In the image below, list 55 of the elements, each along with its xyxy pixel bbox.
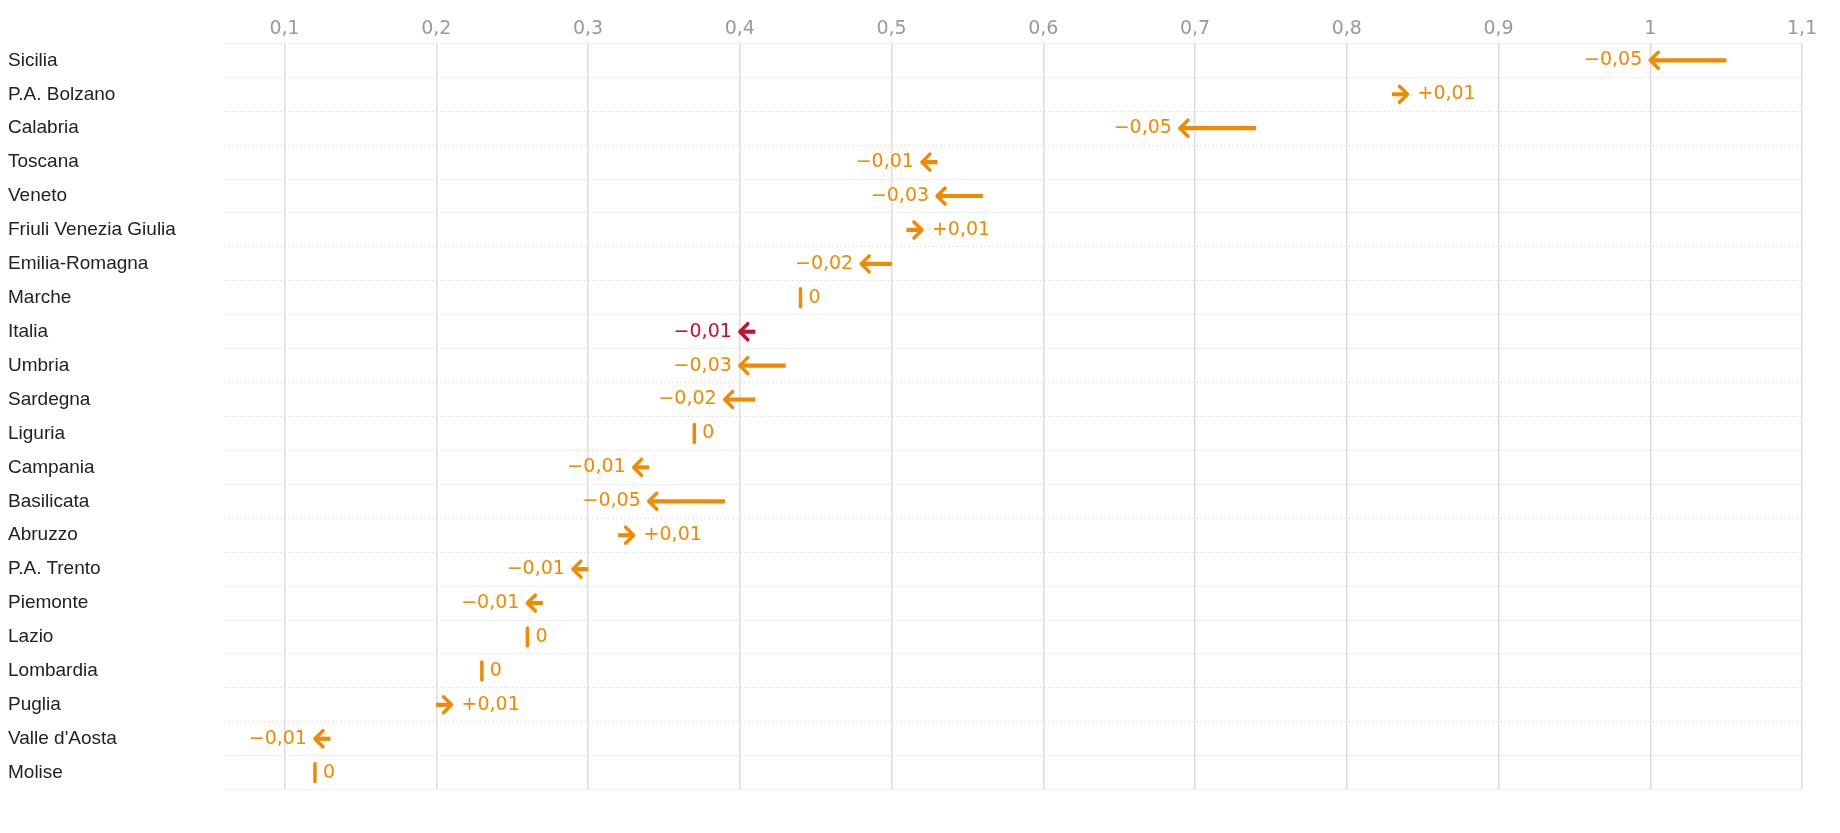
data-label: −0,03: [870, 182, 930, 205]
y-tick-label: Abruzzo: [8, 523, 78, 545]
data-label: +0,01: [643, 522, 702, 545]
x-tick-label: 0,7: [1179, 15, 1211, 38]
x-tick-label: 1,1: [1786, 15, 1818, 38]
data-label: 0: [322, 759, 336, 782]
data-label: +0,01: [931, 216, 991, 239]
x-tick-label: 0,3: [572, 15, 604, 38]
data-label: −0,01: [567, 454, 626, 477]
data-label: 0: [808, 284, 821, 307]
data-label: −0,05: [1584, 47, 1643, 70]
data-label: −0,01: [673, 318, 732, 341]
y-tick-label: Italia: [8, 319, 49, 341]
x-tick-label: 0,8: [1331, 15, 1362, 38]
x-tick-label: 0,1: [269, 15, 300, 38]
y-tick-label: Emilia-Romagna: [8, 252, 149, 274]
y-tick-label: Puglia: [8, 693, 62, 715]
y-tick-label: Sardegna: [8, 387, 91, 409]
y-tick-label: Liguria: [8, 421, 66, 443]
data-label: −0,01: [248, 725, 307, 748]
data-label: −0,02: [794, 250, 854, 273]
y-tick-label: Lazio: [8, 625, 54, 647]
y-tick-label: Umbria: [8, 353, 70, 375]
data-label: 0: [489, 657, 502, 680]
y-tick-label: Friuli Venezia Giulia: [8, 218, 177, 240]
y-tick-label: Piemonte: [8, 591, 89, 613]
data-label: −0,01: [461, 589, 520, 612]
data-label: −0,01: [506, 556, 565, 579]
x-tick-label: 0,6: [1028, 15, 1059, 38]
data-label: −0,05: [1113, 115, 1172, 138]
x-tick-label: 0,5: [876, 15, 907, 38]
y-tick-label: Lombardia: [8, 659, 99, 681]
y-tick-label: P.A. Trento: [8, 557, 101, 579]
y-tick-label: Campania: [8, 455, 96, 477]
data-label: −0,01: [855, 149, 914, 172]
y-tick-label: Marche: [8, 286, 72, 308]
data-label: −0,05: [582, 488, 641, 511]
data-label: 0: [702, 420, 715, 443]
data-label: +0,01: [1417, 81, 1476, 104]
y-tick-label: Sicilia: [8, 48, 59, 70]
y-tick-label: Basilicata: [8, 489, 90, 511]
x-tick-label: 0,4: [724, 15, 755, 38]
y-tick-label: Toscana: [8, 150, 80, 172]
y-tick-label: Veneto: [8, 184, 68, 206]
y-tick-label: P.A. Bolzano: [8, 82, 116, 104]
x-tick-label: 0,9: [1483, 15, 1514, 38]
y-tick-label: Molise: [8, 760, 63, 782]
y-tick-label: Calabria: [8, 116, 80, 138]
x-tick-label: 0,2: [421, 15, 452, 38]
y-tick-label: Valle d'Aosta: [8, 726, 118, 748]
data-label: −0,03: [673, 352, 732, 375]
x-tick-label: 1: [1644, 15, 1657, 38]
data-label: −0,02: [658, 386, 717, 409]
data-label: 0: [535, 623, 548, 646]
data-label: +0,01: [461, 691, 520, 714]
